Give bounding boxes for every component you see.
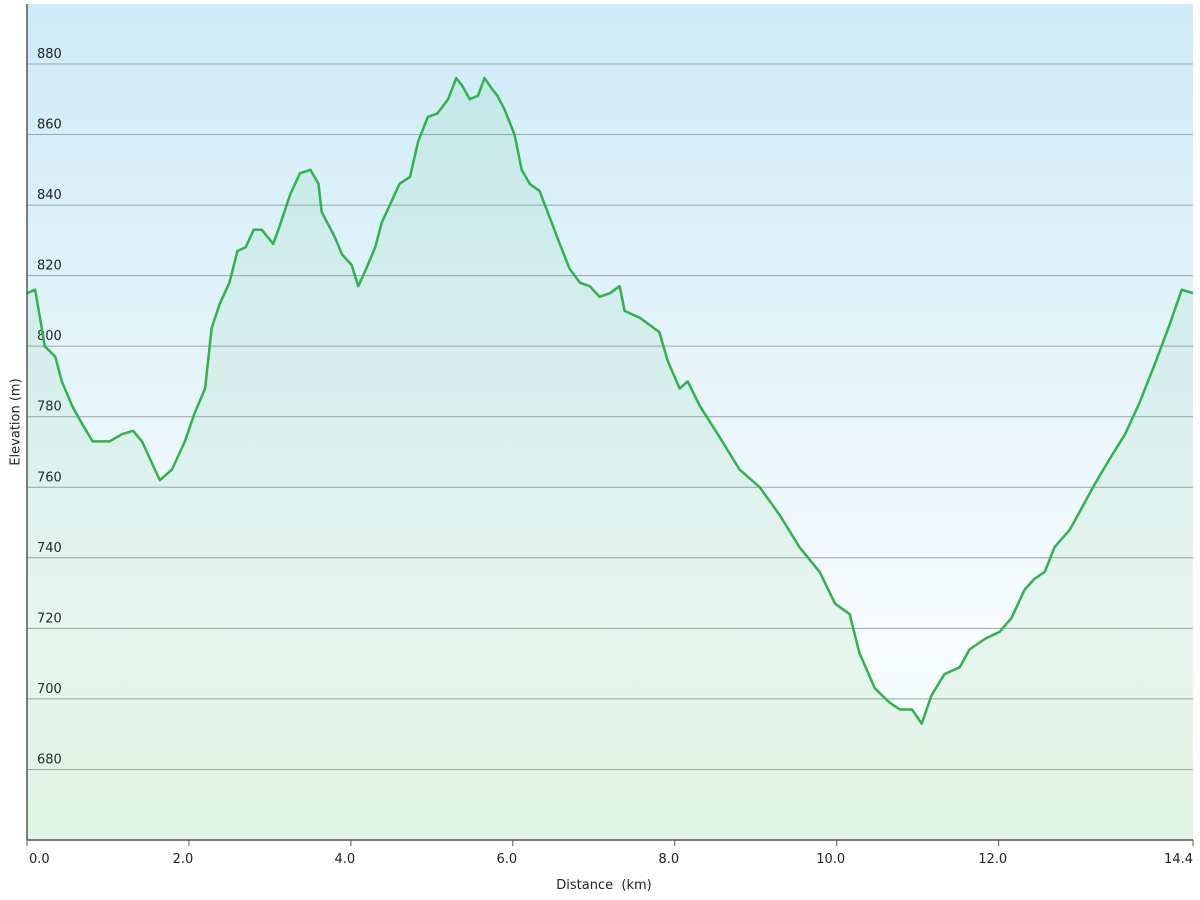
x-tick-label: 14.4 <box>1164 852 1193 867</box>
area-fill <box>27 78 1193 841</box>
y-axis-title: Elevation (m) <box>9 378 24 465</box>
plot-background <box>27 4 1193 840</box>
y-tick-label: 820 <box>37 259 62 274</box>
x-tick-label: 2.0 <box>173 852 194 867</box>
y-tick-label: 680 <box>37 752 62 767</box>
x-axis-title: Distance (km) <box>556 878 651 893</box>
y-tick-label: 720 <box>37 611 62 626</box>
x-tick-label: 4.0 <box>335 852 356 867</box>
y-tick-label: 700 <box>37 682 62 697</box>
x-tick-label: 0.0 <box>29 852 50 867</box>
y-tick-label: 880 <box>37 47 62 62</box>
x-tick-label: 12.0 <box>978 852 1007 867</box>
x-tick-label: 6.0 <box>496 852 517 867</box>
elevation-line <box>26 76 1194 725</box>
y-tick-label: 760 <box>37 470 62 485</box>
y-tick-label: 780 <box>37 400 62 415</box>
y-tick-label: 740 <box>37 541 62 556</box>
x-tick-label: 10.0 <box>816 852 845 867</box>
y-tick-label: 840 <box>37 188 62 203</box>
x-tick-label: 8.0 <box>658 852 679 867</box>
y-tick-label: 860 <box>37 118 62 133</box>
